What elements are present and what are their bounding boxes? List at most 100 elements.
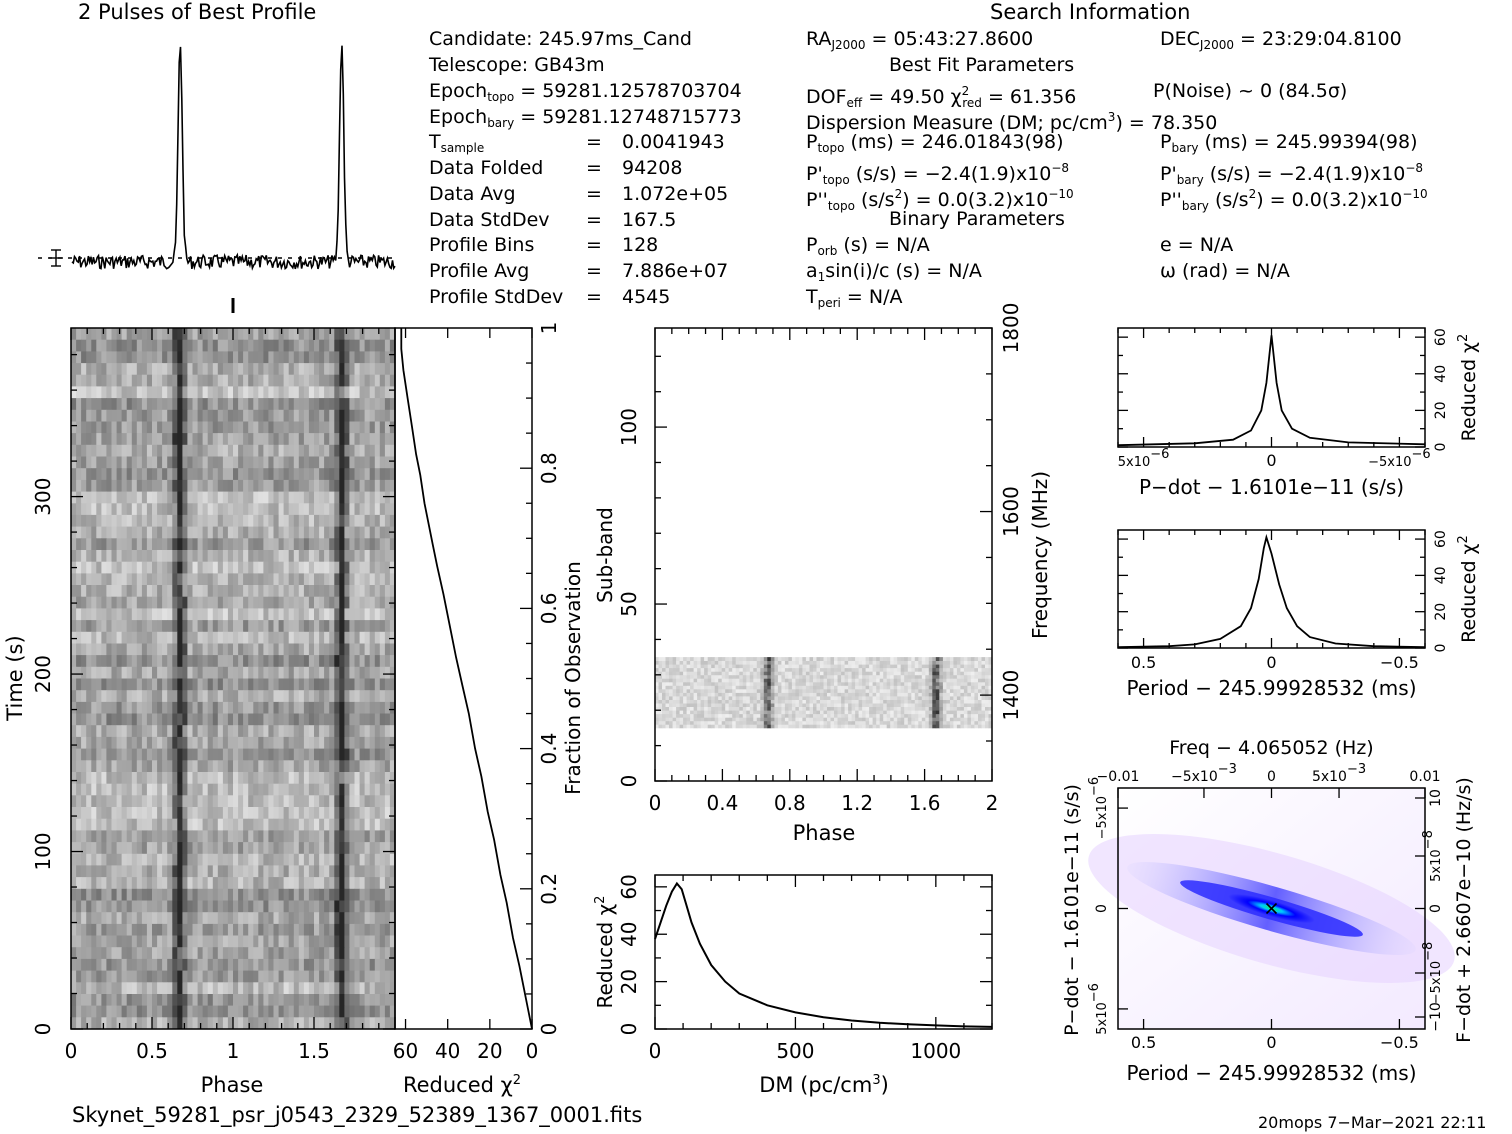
tp-cell bbox=[142, 503, 148, 515]
sb-cell bbox=[673, 696, 677, 700]
tp-cell bbox=[370, 503, 376, 515]
tp-cell bbox=[370, 550, 376, 562]
tp-cell bbox=[294, 608, 300, 620]
tp-cell bbox=[380, 760, 386, 772]
tp-cell bbox=[142, 632, 148, 644]
tp-cell bbox=[334, 562, 340, 574]
tp-cell bbox=[294, 620, 300, 632]
tp-cell bbox=[177, 468, 183, 480]
tp-cell bbox=[101, 503, 107, 515]
tp-cell bbox=[258, 468, 264, 480]
tp-cell bbox=[248, 492, 254, 504]
sb-cell bbox=[873, 693, 877, 697]
tp-cell bbox=[279, 363, 285, 375]
tp-cell bbox=[101, 971, 107, 983]
tp-cell bbox=[279, 667, 285, 679]
sb-cell bbox=[687, 696, 691, 700]
sb-cell bbox=[778, 721, 782, 725]
tp-cell bbox=[365, 772, 371, 784]
sb-cell bbox=[778, 724, 782, 728]
tp-cell bbox=[117, 445, 123, 457]
tp-cell bbox=[203, 351, 209, 363]
tp-cell bbox=[233, 503, 239, 515]
tp-cell bbox=[91, 457, 97, 469]
tp-cell bbox=[380, 597, 386, 609]
tp-cell bbox=[132, 386, 138, 398]
tp-cell bbox=[355, 737, 361, 749]
tp-cell bbox=[360, 410, 366, 422]
tp-cell bbox=[284, 1006, 290, 1018]
tp-cell bbox=[132, 468, 138, 480]
tp-cell bbox=[309, 924, 315, 936]
tp-cell bbox=[274, 386, 280, 398]
tp-cell bbox=[96, 854, 102, 866]
sb-cell bbox=[767, 703, 771, 707]
sb-cell bbox=[764, 703, 768, 707]
tp-cell bbox=[294, 737, 300, 749]
sb-cell bbox=[862, 714, 866, 718]
tp-cell bbox=[279, 865, 285, 877]
tp-cell bbox=[294, 398, 300, 410]
tp-cell bbox=[112, 480, 118, 492]
tp-cell bbox=[71, 445, 77, 457]
tp-cell bbox=[132, 515, 138, 527]
sb-cell bbox=[771, 724, 775, 728]
tp-cell bbox=[375, 328, 381, 340]
tp-cell bbox=[152, 667, 158, 679]
tp-cell bbox=[324, 468, 330, 480]
tp-cell bbox=[349, 1006, 355, 1018]
tp-cell bbox=[360, 386, 366, 398]
tp-cell bbox=[344, 702, 350, 714]
tp-cell bbox=[127, 492, 133, 504]
tp-cell bbox=[309, 901, 315, 913]
tp-cell bbox=[96, 737, 102, 749]
tp-cell bbox=[355, 971, 361, 983]
tp-cell bbox=[81, 737, 87, 749]
tp-cell bbox=[268, 655, 274, 667]
sb-cell bbox=[746, 721, 750, 725]
tp-cell bbox=[228, 363, 234, 375]
tp-cell bbox=[233, 1006, 239, 1018]
tp-cell bbox=[243, 865, 249, 877]
sb-cell bbox=[985, 700, 989, 704]
sb-cell bbox=[982, 700, 986, 704]
tp-cell bbox=[208, 737, 214, 749]
tp-cell bbox=[96, 632, 102, 644]
sb-cell bbox=[736, 707, 740, 711]
sb-cell bbox=[736, 693, 740, 697]
tp-cell bbox=[339, 877, 345, 889]
tp-cell bbox=[101, 912, 107, 924]
sb-cell bbox=[718, 724, 722, 728]
tp-cell bbox=[167, 667, 173, 679]
tp-cell bbox=[319, 527, 325, 539]
tp-cell bbox=[314, 679, 320, 691]
sb-cell bbox=[852, 714, 856, 718]
tp-cell bbox=[319, 749, 325, 761]
tp-cell bbox=[198, 772, 204, 784]
tp-cell bbox=[258, 562, 264, 574]
tp-cell bbox=[122, 445, 128, 457]
tp-cell bbox=[137, 924, 143, 936]
sb-cell bbox=[750, 717, 754, 721]
sb-cell bbox=[694, 693, 698, 697]
sb-cell bbox=[792, 693, 796, 697]
tp-cell bbox=[132, 655, 138, 667]
tp-cell bbox=[365, 433, 371, 445]
tp-cell bbox=[106, 620, 112, 632]
sb-cell bbox=[859, 703, 863, 707]
tp-cell bbox=[137, 725, 143, 737]
tp-cell bbox=[274, 959, 280, 971]
tp-cell bbox=[365, 912, 371, 924]
sb-cell bbox=[918, 724, 922, 728]
tp-cell bbox=[263, 386, 269, 398]
tp-cell bbox=[284, 550, 290, 562]
tp-cell bbox=[106, 328, 112, 340]
tp-cell bbox=[198, 492, 204, 504]
tp-cell bbox=[324, 912, 330, 924]
tp-cell bbox=[238, 655, 244, 667]
tp-cell bbox=[243, 655, 249, 667]
tp-cell bbox=[253, 445, 258, 457]
tp-cell bbox=[339, 947, 345, 959]
tp-cell bbox=[172, 433, 178, 445]
tp-cell bbox=[329, 912, 335, 924]
